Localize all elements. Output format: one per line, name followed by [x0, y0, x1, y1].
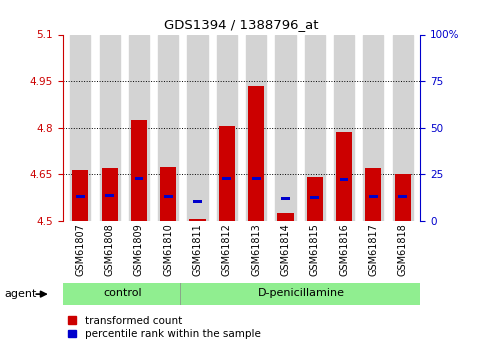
Bar	[99, 34, 120, 221]
Bar	[101, 168, 118, 221]
Text: control: control	[103, 288, 142, 298]
Bar	[72, 170, 88, 221]
Bar	[193, 200, 202, 203]
Text: agent: agent	[5, 289, 37, 299]
Bar	[275, 34, 296, 221]
Bar	[336, 132, 352, 221]
Bar	[363, 34, 384, 221]
FancyBboxPatch shape	[181, 282, 423, 306]
Bar	[217, 34, 237, 221]
Bar	[70, 34, 90, 221]
Bar	[307, 177, 323, 221]
Bar	[398, 195, 407, 198]
Bar	[135, 177, 143, 180]
Bar	[129, 34, 149, 221]
Bar	[189, 219, 206, 221]
Bar	[164, 195, 173, 198]
Bar	[281, 197, 290, 200]
Bar	[219, 126, 235, 221]
Bar	[222, 177, 231, 180]
Title: GDS1394 / 1388796_at: GDS1394 / 1388796_at	[164, 18, 319, 31]
Legend: transformed count, percentile rank within the sample: transformed count, percentile rank withi…	[68, 316, 260, 339]
Bar	[365, 168, 382, 221]
Text: D-penicillamine: D-penicillamine	[258, 288, 345, 298]
Bar	[334, 34, 354, 221]
Bar	[105, 194, 114, 197]
Bar	[158, 34, 178, 221]
Bar	[252, 177, 261, 180]
Bar	[369, 195, 378, 198]
Bar	[246, 34, 266, 221]
Bar	[160, 167, 176, 221]
Bar	[340, 178, 348, 181]
Bar	[310, 196, 319, 199]
Bar	[76, 195, 85, 198]
Bar	[187, 34, 208, 221]
Bar	[131, 120, 147, 221]
Bar	[395, 174, 411, 221]
Bar	[305, 34, 325, 221]
FancyBboxPatch shape	[60, 282, 185, 306]
Bar	[248, 86, 264, 221]
Bar	[277, 213, 294, 221]
Bar	[393, 34, 413, 221]
